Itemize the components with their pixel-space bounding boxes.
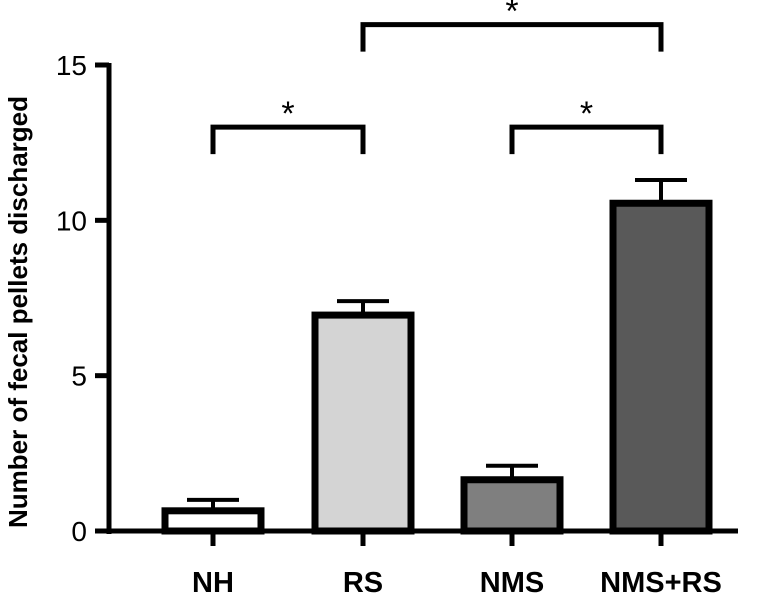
significance-bracket-2: [509, 124, 664, 155]
significance-label-3: *: [505, 0, 518, 31]
x-tick-label-rs: RS: [343, 567, 383, 599]
significance-bracket-1: [210, 124, 366, 155]
y-tick-label-5: 5: [71, 361, 87, 392]
x-tick-label-nms: NMS: [480, 567, 544, 599]
y-tick-label-10: 10: [56, 205, 87, 236]
y-tick-label-0: 0: [71, 516, 87, 547]
bars-layer: [161, 177, 713, 535]
x-tick-label-nh: NH: [192, 567, 234, 599]
bar-nh: [161, 507, 265, 535]
significance-brackets: * * *: [210, 0, 664, 155]
bar-nms-rs: [609, 199, 713, 535]
x-tick-label-nms-rs: NMS+RS: [600, 567, 722, 599]
bar-nms: [460, 476, 564, 535]
y-tick-label-15: 15: [56, 50, 87, 81]
y-axis-title: Number of fecal pellets discharged: [3, 96, 33, 528]
significance-label-1: *: [281, 95, 294, 133]
bar-rs: [311, 311, 415, 535]
significance-label-2: *: [580, 95, 593, 133]
significance-bracket-3: [360, 22, 664, 52]
axes: 0 5 10 15 NH RS NMS NMS+RS: [56, 50, 738, 599]
